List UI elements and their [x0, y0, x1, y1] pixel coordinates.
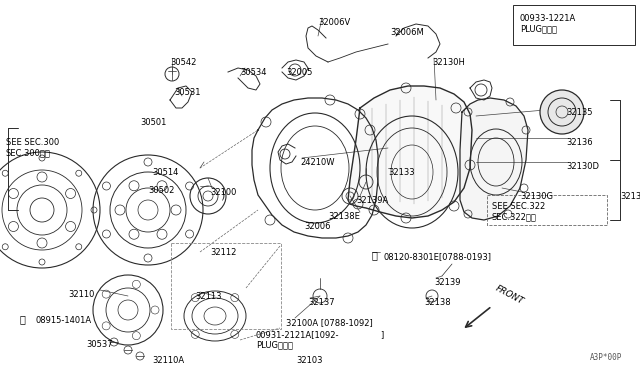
Text: Ⓥ: Ⓥ [20, 314, 26, 324]
Text: 00931-2121A[1092-: 00931-2121A[1092- [256, 330, 339, 339]
FancyBboxPatch shape [513, 5, 635, 45]
Text: SEE SEC.300: SEE SEC.300 [6, 138, 60, 147]
Text: 32135: 32135 [566, 108, 593, 117]
Text: 32006V: 32006V [318, 18, 350, 27]
Text: 32138E: 32138E [328, 212, 360, 221]
Text: Ⓑ: Ⓑ [372, 250, 378, 260]
Text: PLUGプラグ: PLUGプラグ [256, 340, 293, 349]
Text: ): ) [220, 190, 225, 200]
Text: SEC.300参照: SEC.300参照 [6, 148, 51, 157]
Text: 32136: 32136 [566, 138, 593, 147]
Text: 30502: 30502 [148, 186, 174, 195]
Text: PLUGプラグ: PLUGプラグ [520, 24, 557, 33]
Text: 32139: 32139 [434, 278, 461, 287]
Text: 32130D: 32130D [566, 162, 599, 171]
Text: 32110A: 32110A [152, 356, 184, 365]
Circle shape [540, 90, 584, 134]
Text: 24210W: 24210W [300, 158, 335, 167]
Polygon shape [460, 98, 528, 220]
Text: 32130G: 32130G [520, 192, 553, 201]
Text: 32113: 32113 [195, 292, 221, 301]
Text: 30514: 30514 [152, 168, 179, 177]
Text: SEC.322参照: SEC.322参照 [492, 212, 537, 221]
Text: 30501: 30501 [140, 118, 166, 127]
Text: ]: ] [380, 330, 383, 339]
Text: A3P*00P: A3P*00P [590, 353, 622, 362]
Text: 32006M: 32006M [390, 28, 424, 37]
Text: 00933-1221A: 00933-1221A [520, 14, 576, 23]
Text: 08915-1401A: 08915-1401A [36, 316, 92, 325]
Text: 32006: 32006 [304, 222, 330, 231]
Text: 30542: 30542 [170, 58, 196, 67]
Text: 32100A [0788-1092]: 32100A [0788-1092] [286, 318, 372, 327]
Text: 32130H: 32130H [432, 58, 465, 67]
Text: SEE SEC.322: SEE SEC.322 [492, 202, 545, 211]
Text: 32103: 32103 [296, 356, 323, 365]
Text: 32139A: 32139A [356, 196, 388, 205]
Text: 32133: 32133 [388, 168, 415, 177]
Polygon shape [348, 86, 472, 218]
Text: 32137: 32137 [308, 298, 335, 307]
Text: 32005: 32005 [286, 68, 312, 77]
Text: 08120-8301E[0788-0193]: 08120-8301E[0788-0193] [384, 252, 492, 261]
Text: 32138: 32138 [424, 298, 451, 307]
Text: 30534: 30534 [240, 68, 266, 77]
Text: 30537: 30537 [86, 340, 113, 349]
Text: 32112: 32112 [210, 248, 236, 257]
Text: 32130: 32130 [620, 192, 640, 201]
Text: 30531: 30531 [174, 88, 200, 97]
Text: 32110: 32110 [68, 290, 94, 299]
Text: FRONT: FRONT [494, 283, 525, 306]
Text: 32100: 32100 [210, 188, 236, 197]
